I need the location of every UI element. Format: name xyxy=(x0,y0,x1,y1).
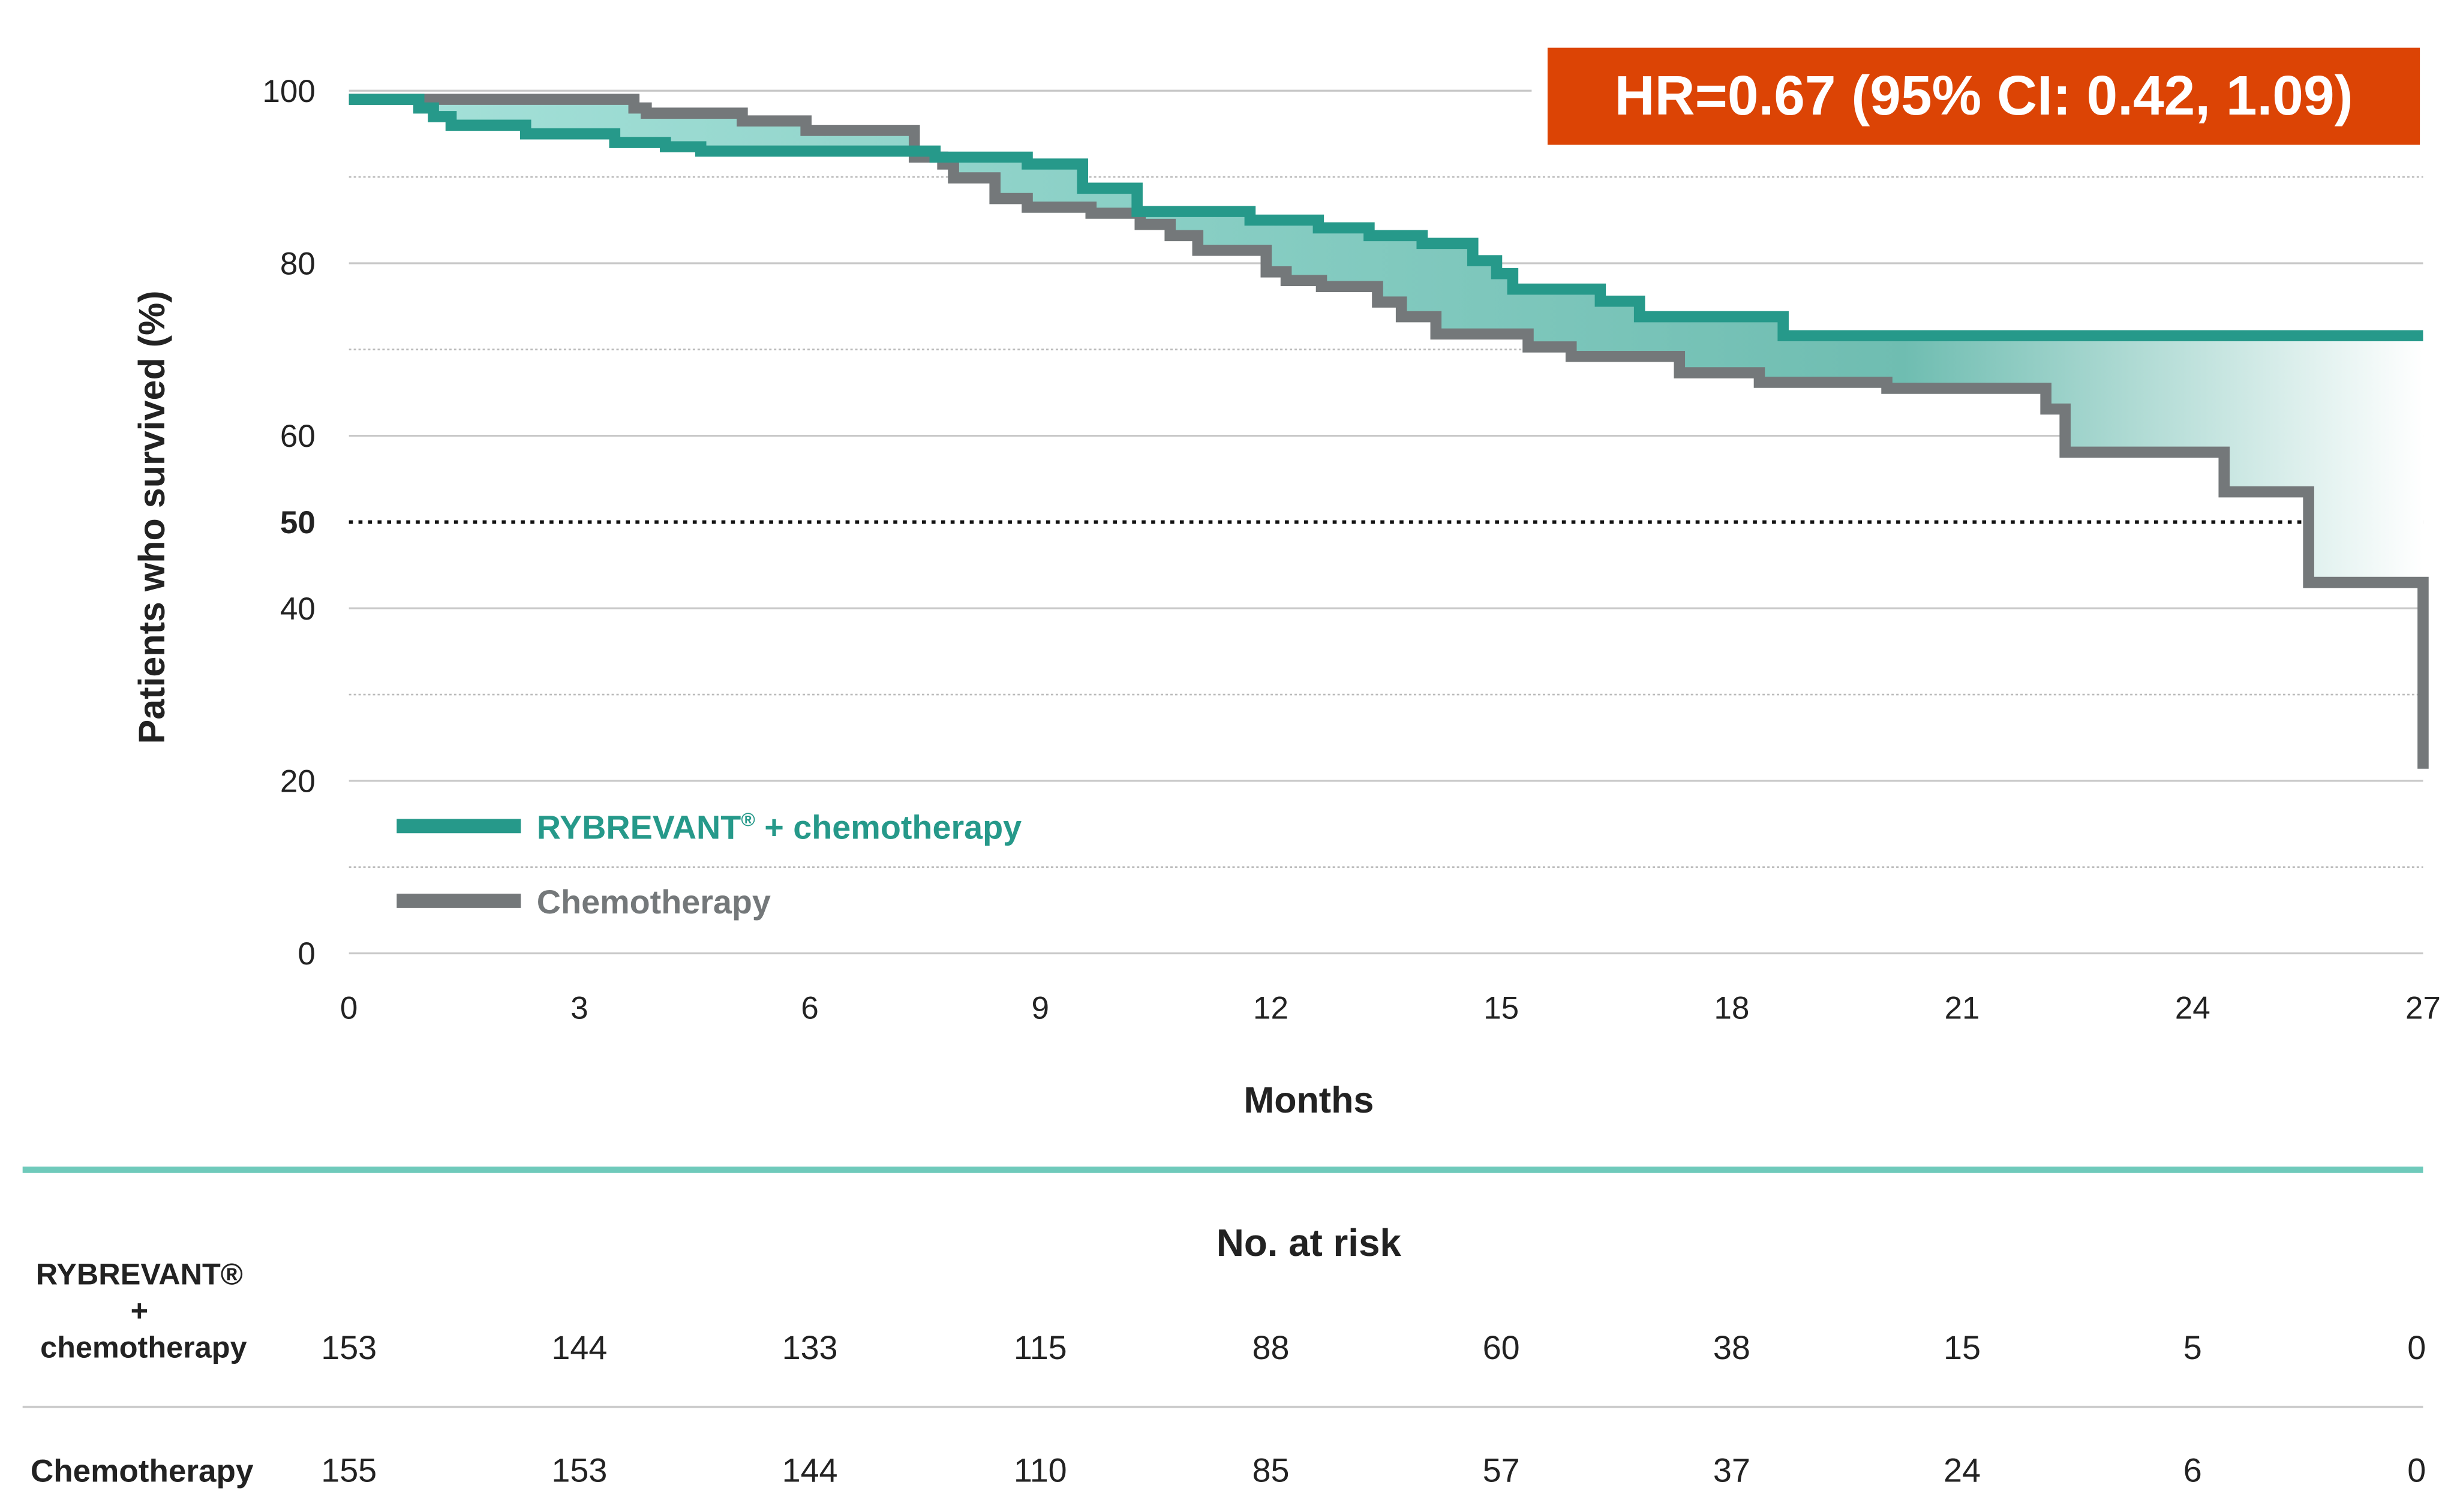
risk-count: 15 xyxy=(1944,1329,1981,1366)
x-tick-label: 21 xyxy=(1945,990,1980,1026)
x-axis-label: Months xyxy=(1243,1080,1374,1120)
x-tick-label: 15 xyxy=(1483,990,1519,1026)
risk-count: 5 xyxy=(2183,1329,2202,1366)
x-tick-label: 3 xyxy=(570,990,588,1026)
risk-count: 0 xyxy=(2407,1329,2426,1366)
y-tick-label: 50 xyxy=(280,505,316,540)
y-tick-label: 80 xyxy=(280,246,316,281)
risk-count: 144 xyxy=(551,1329,607,1366)
risk-count: 38 xyxy=(1713,1329,1750,1366)
risk-count: 110 xyxy=(1014,1452,1067,1489)
risk-count: 88 xyxy=(1252,1329,1289,1366)
risk-row-label: RYBREVANT® + chemotherapy xyxy=(36,1257,251,1364)
risk-table-title: No. at risk xyxy=(1217,1222,1401,1264)
x-tick-label: 27 xyxy=(2405,990,2441,1026)
x-tick-label: 0 xyxy=(340,990,358,1026)
annotation-box xyxy=(1547,47,2420,145)
risk-count: 155 xyxy=(321,1452,377,1489)
y-axis-label: Patients who survived (%) xyxy=(131,290,172,744)
annotation-text: HR=0.67 (95% CI: 0.42, 1.09) xyxy=(1615,64,2353,127)
y-tick-labels: 0 20 40 50 60 80 100 xyxy=(262,74,316,972)
series-lines xyxy=(349,94,2429,769)
x-tick-label: 24 xyxy=(2175,990,2210,1026)
risk-row-label: Chemotherapy xyxy=(31,1454,254,1489)
risk-count: 0 xyxy=(2407,1452,2426,1489)
legend-label-rybrevant: RYBREVANT® + chemotherapy xyxy=(537,808,1022,846)
risk-count: 144 xyxy=(782,1452,838,1489)
area-between-curves xyxy=(349,99,2423,769)
legend: RYBREVANT® + chemotherapy Chemotherapy xyxy=(397,808,1022,921)
x-tick-label: 12 xyxy=(1253,990,1288,1026)
series-line-rybrevant xyxy=(349,94,2423,342)
difference-fill xyxy=(349,99,2423,769)
legend-label-chemotherapy: Chemotherapy xyxy=(537,883,771,921)
y-tick-label: 20 xyxy=(280,763,316,799)
x-tick-labels: 0 3 6 9 12 15 18 21 24 27 xyxy=(340,990,2441,1026)
risk-count: 60 xyxy=(1483,1329,1520,1366)
x-tick-label: 6 xyxy=(801,990,819,1026)
risk-count: 85 xyxy=(1252,1452,1289,1489)
y-tick-label: 100 xyxy=(262,74,316,109)
y-tick-label: 0 xyxy=(298,936,316,972)
risk-count: 57 xyxy=(1483,1452,1520,1489)
hazard-ratio-annotation: HR=0.67 (95% CI: 0.42, 1.09) xyxy=(1547,47,2420,145)
risk-count: 115 xyxy=(1014,1329,1067,1366)
risk-count: 6 xyxy=(2183,1452,2202,1489)
x-tick-label: 9 xyxy=(1032,990,1050,1026)
risk-row-chemotherapy: Chemotherapy 155 153 144 110 85 57 37 24 6 0 xyxy=(31,1452,2426,1489)
risk-count: 153 xyxy=(321,1329,377,1366)
risk-count: 153 xyxy=(551,1452,607,1489)
y-tick-label: 40 xyxy=(280,591,316,627)
risk-row-rybrevant: RYBREVANT® + chemotherapy 153 144 133 115 88… xyxy=(36,1257,2426,1367)
risk-count: 133 xyxy=(782,1329,838,1366)
risk-count: 37 xyxy=(1713,1452,1750,1489)
risk-count: 24 xyxy=(1944,1452,1981,1489)
x-tick-label: 18 xyxy=(1714,990,1749,1026)
y-tick-label: 60 xyxy=(280,419,316,454)
